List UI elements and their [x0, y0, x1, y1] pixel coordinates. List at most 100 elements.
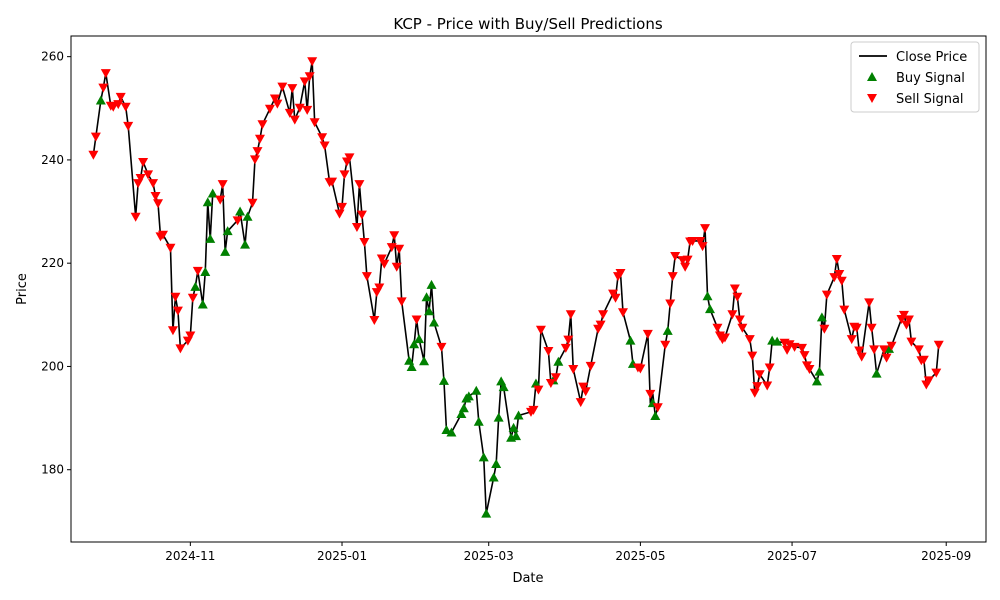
- sell-signal-marker: [269, 94, 280, 104]
- sell-signal-marker: [923, 376, 934, 386]
- buy-signal-marker: [220, 246, 231, 256]
- sell-signal-marker: [100, 69, 111, 79]
- sell-signal-marker: [729, 284, 740, 294]
- sell-signal-marker: [319, 141, 330, 151]
- sell-signal-marker: [411, 315, 422, 325]
- sell-signal-marker: [379, 259, 390, 269]
- sell-signal-marker: [138, 157, 149, 167]
- sell-signal-marker: [906, 337, 917, 347]
- buy-signal-marker: [235, 206, 246, 216]
- x-tick-label: 2025-05: [615, 549, 665, 563]
- buy-signal-marker: [190, 281, 201, 291]
- buy-signal-marker: [95, 95, 106, 105]
- sell-signal-marker: [545, 378, 556, 388]
- x-axis-title: Date: [512, 571, 543, 586]
- sell-signal-marker: [789, 342, 800, 352]
- sell-signal-marker: [327, 177, 338, 187]
- sell-signal-marker: [851, 323, 862, 333]
- sell-signal-marker: [695, 236, 706, 246]
- sell-signal-marker: [436, 342, 447, 352]
- sell-signal-marker: [247, 198, 258, 208]
- buy-signal-marker: [222, 226, 233, 236]
- y-axis-title: Price: [15, 273, 30, 305]
- buy-signal-marker: [498, 382, 509, 392]
- buy-signal-marker: [816, 312, 827, 322]
- buy-signal-marker: [811, 376, 822, 386]
- sell-signal-marker: [903, 315, 914, 325]
- x-tick-label: 2025-07: [767, 549, 817, 563]
- sell-signal-marker: [528, 405, 539, 415]
- legend-buy-swatch: [867, 72, 877, 81]
- sell-signal-marker: [187, 293, 198, 303]
- sell-signal-marker: [170, 292, 181, 302]
- buy-signal-marker: [478, 452, 489, 462]
- sell-signal-marker: [113, 100, 124, 110]
- sell-signal-marker: [172, 306, 183, 316]
- buy-signal-marker: [458, 403, 469, 413]
- buy-signal-marker: [200, 266, 211, 276]
- y-tick-label: 260: [41, 50, 64, 64]
- sell-signal-marker: [834, 270, 845, 280]
- sell-signal-marker: [846, 335, 857, 345]
- sell-signal-marker: [797, 343, 808, 353]
- sell-signal-marker: [344, 153, 355, 163]
- buy-signal-marker: [530, 378, 541, 388]
- sell-signal-marker: [700, 224, 711, 234]
- sell-signal-marker: [277, 82, 288, 92]
- legend-box: [850, 41, 980, 113]
- sell-signal-marker: [754, 370, 765, 380]
- sell-signal-marker: [869, 345, 880, 355]
- sell-signal-marker: [829, 273, 840, 283]
- sell-signal-marker: [165, 243, 176, 253]
- buy-signal-marker: [508, 422, 519, 432]
- sell-signal-marker: [123, 121, 134, 131]
- sell-signal-marker: [697, 242, 708, 252]
- buy-signal-marker: [473, 416, 484, 426]
- x-tick-label: 2025-01: [317, 549, 367, 563]
- buy-signal-marker: [662, 325, 673, 335]
- sell-signal-marker: [856, 352, 867, 362]
- sell-signal-marker: [670, 251, 681, 261]
- buy-signal-marker: [406, 361, 417, 371]
- sell-signal-marker: [737, 323, 748, 333]
- buy-signal-marker: [197, 299, 208, 309]
- sell-signal-marker: [376, 254, 387, 264]
- buy-signal-marker: [419, 356, 430, 366]
- sell-signal-marker: [550, 373, 561, 383]
- sell-signal-marker: [819, 324, 830, 334]
- sell-signal-marker: [642, 329, 653, 339]
- sell-signal-marker: [361, 272, 372, 282]
- buy-signal-marker: [421, 292, 432, 302]
- buy-signal-marker: [511, 431, 522, 441]
- sell-signal-marker: [762, 381, 773, 391]
- buy-signal-marker: [553, 356, 564, 366]
- sell-signal-marker: [933, 340, 944, 350]
- sell-signal-marker: [252, 147, 263, 157]
- sell-signal-marker: [304, 72, 315, 82]
- sell-signal-marker: [839, 305, 850, 315]
- sell-signal-marker: [719, 333, 730, 343]
- sell-signal-marker: [680, 262, 691, 272]
- buy-signal-marker: [242, 211, 253, 221]
- sell-signal-marker: [610, 293, 621, 303]
- sell-signal-marker: [836, 276, 847, 286]
- sell-signal-marker: [799, 351, 810, 361]
- buy-signal-marker: [493, 412, 504, 422]
- sell-signal-marker: [580, 387, 591, 397]
- plot-frame: [70, 35, 987, 543]
- buy-signal-marker: [702, 291, 713, 301]
- sell-signal-marker: [864, 298, 875, 308]
- buy-signal-marker: [650, 411, 661, 421]
- sell-signal-marker: [744, 335, 755, 345]
- sell-signal-marker: [535, 325, 546, 335]
- sell-signal-marker: [120, 102, 131, 112]
- sell-signal-marker: [257, 120, 268, 130]
- sell-signal-marker: [394, 244, 405, 254]
- sell-signal-marker: [585, 361, 596, 371]
- buy-signal-marker: [513, 410, 524, 420]
- sell-signal-marker: [309, 118, 320, 128]
- sell-signal-marker: [264, 104, 275, 114]
- sell-signal-marker: [232, 216, 243, 226]
- sell-signal-marker: [747, 351, 758, 361]
